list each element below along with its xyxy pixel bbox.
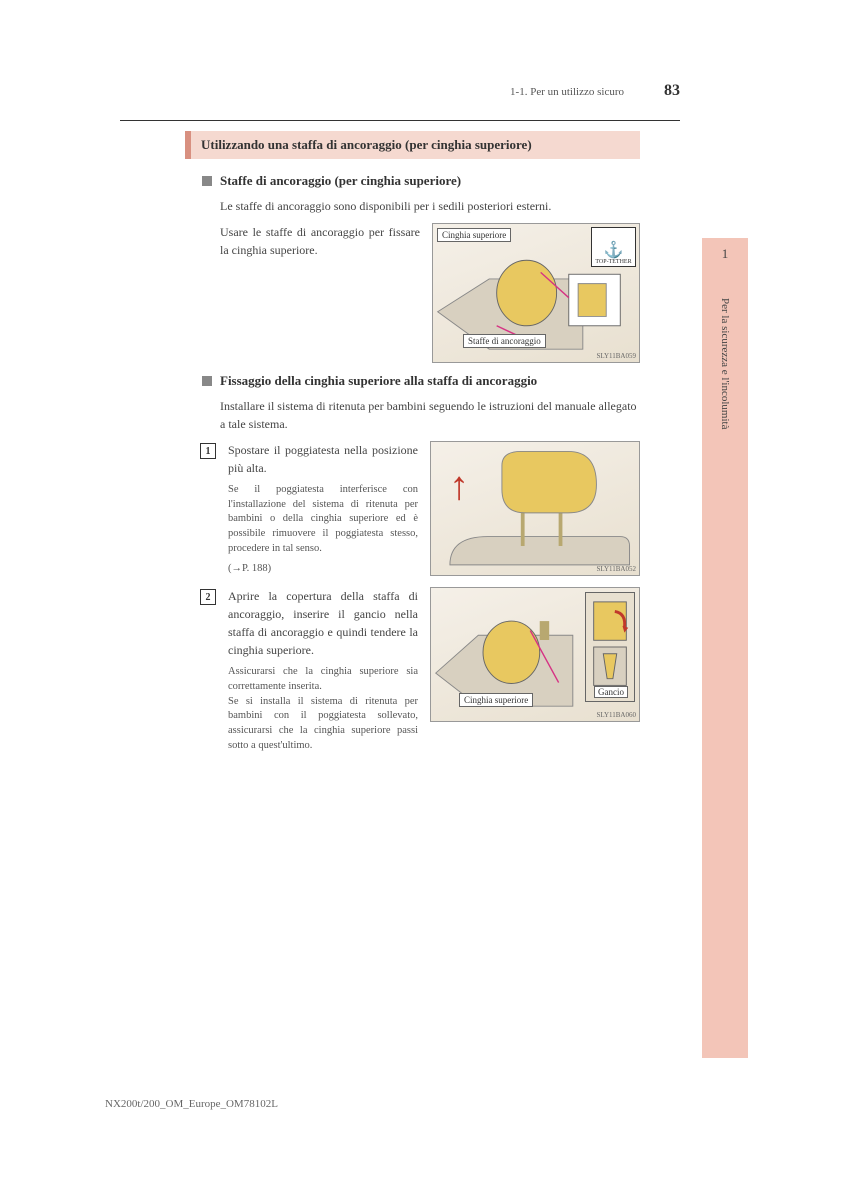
subheading-anchor-brackets: Staffe di ancoraggio (per cinghia superi… [202,173,680,189]
hook-inset-icon [586,593,634,701]
step-text-column: Spostare il poggiatesta nella posizione … [228,441,418,577]
step-number-box: 1 [200,443,216,459]
step-detail-text: Se il poggiatesta interferisce con l'ins… [228,483,418,556]
section-heading: Utilizzando una staffa di ancoraggio (pe… [185,131,640,159]
image-code: SLY11BA052 [597,565,637,573]
page-header: 1-1. Per un utilizzo sicuro 83 [120,82,680,100]
square-bullet-icon [202,176,212,186]
instruction-text: Usare le staffe di ancoraggio per fissar… [220,223,420,363]
page-content: 1-1. Per un utilizzo sicuro 83 Utilizzan… [120,110,680,763]
square-bullet-icon [202,376,212,386]
step-1: 1 Spostare il poggiatesta nella posizion… [200,441,640,577]
breadcrumb: 1-1. Per un utilizzo sicuro [510,86,624,98]
body-paragraph: Le staffe di ancoraggio sono disponibili… [220,197,640,215]
step-main-text: Aprire la copertura della staffa di anco… [228,587,418,659]
page-reference: (→P. 188) [228,562,418,577]
top-tether-symbol: ⚓ TOP-TETHER [591,227,636,267]
anchor-icon: ⚓ [592,243,635,259]
top-tether-label: TOP-TETHER [592,259,635,265]
hook-detail-inset: Gancio [585,592,635,702]
callout-staffe: Staffe di ancoraggio [463,334,546,348]
body-paragraph: Installare il sistema di ritenuta per ba… [220,397,640,433]
anchor-bracket-diagram: ⚓ TOP-TETHER Cinghia superiore Staffe di… [432,223,640,363]
header-rule [120,120,680,121]
step-detail-text: Assicurarsi che la cinghia superiore sia… [228,665,418,753]
headrest-diagram: ↑ SLY11BA052 [430,441,640,576]
hook-diagram: Gancio Cinghia superiore SLY11BA060 [430,587,640,722]
up-arrow-icon: ↑ [449,462,469,509]
callout-cinghia: Cinghia superiore [459,693,533,707]
document-footer: NX200t/200_OM_Europe_OM78102L [105,1098,278,1110]
subheading-fixing: Fissaggio della cinghia superiore alla s… [202,373,680,389]
text-image-row: Usare le staffe di ancoraggio per fissar… [220,223,640,363]
image-code: SLY11BA060 [597,711,637,719]
page-number: 83 [664,82,680,100]
step-2: 2 Aprire la copertura della staffa di an… [200,587,640,753]
callout-gancio: Gancio [594,686,628,698]
step-number-box: 2 [200,589,216,605]
step-text-column: Aprire la copertura della staffa di anco… [228,587,418,753]
step-main-text: Spostare il poggiatesta nella posizione … [228,441,418,477]
callout-cinghia: Cinghia superiore [437,228,511,242]
chapter-side-tab: 1 Per la sicurezza e l'incolumità [702,238,748,1058]
side-tab-number: 1 [702,246,748,262]
subheading-text: Staffe di ancoraggio (per cinghia superi… [220,173,461,189]
image-code: SLY11BA059 [597,352,637,360]
subheading-text: Fissaggio della cinghia superiore alla s… [220,373,537,389]
side-tab-label: Per la sicurezza e l'incolumità [719,298,731,429]
